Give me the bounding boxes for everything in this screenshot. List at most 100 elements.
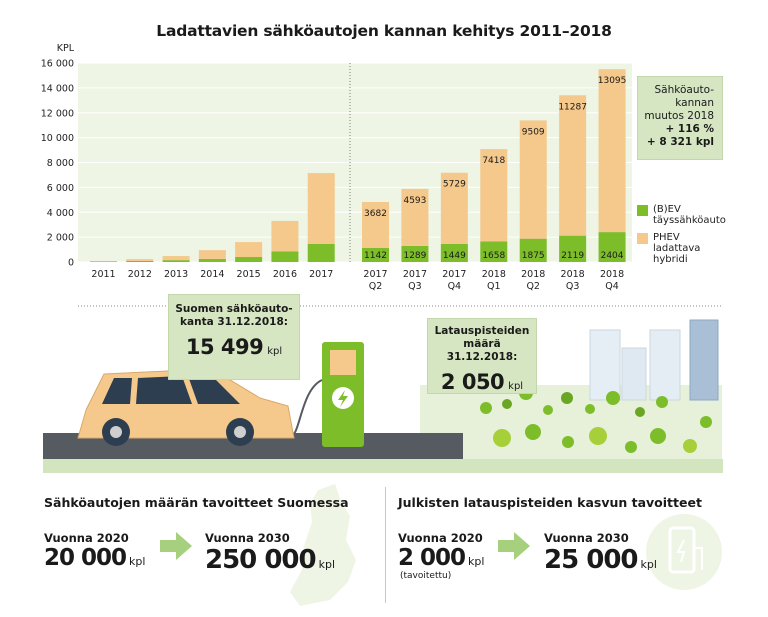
bar-phev xyxy=(271,220,299,252)
charging-points-callout: Latauspisteiden määrä 31.12.2018: 2 050 k… xyxy=(427,318,537,394)
charging-targets-title: Julkisten latauspisteiden kasvun tavoitt… xyxy=(398,495,702,510)
bar-bev xyxy=(162,260,190,262)
data-label-bev: 1289 xyxy=(403,251,426,261)
car-stock-label: Suomen sähköauto- kanta 31.12.2018: xyxy=(175,303,293,328)
x-tick-label: Q4 xyxy=(448,281,462,292)
car-stock-callout: Suomen sähköauto- kanta 31.12.2018: 15 4… xyxy=(168,294,300,380)
car-target-2030-number: 250 000 kpl xyxy=(205,545,335,575)
x-tick-label: 2011 xyxy=(91,269,115,280)
legend-label-phev: PHEV ladattava hybridi xyxy=(653,232,701,265)
bar-phev xyxy=(440,172,468,244)
charging-target-2020-note: (tavoitettu) xyxy=(400,571,452,581)
charging-target-2020-label: Vuonna 2020 xyxy=(398,531,483,545)
bar-phev xyxy=(126,259,154,262)
building-1 xyxy=(589,329,621,401)
bar-phev xyxy=(307,173,335,244)
bar-phev xyxy=(198,250,226,259)
x-tick-label: 2018 xyxy=(482,269,506,280)
data-label-phev: 5729 xyxy=(443,180,466,190)
charging-target-2030-value: 25 000 xyxy=(544,545,639,575)
change-2018-callout: Sähköauto- kannan muutos 2018 + 116 % + … xyxy=(637,76,723,160)
charging-target-2030-label: Vuonna 2030 xyxy=(544,531,629,545)
data-label-phev: 11287 xyxy=(558,102,587,112)
x-tick-label: 2018 xyxy=(521,269,545,280)
bar-bev xyxy=(307,243,335,262)
legend-swatch-bev xyxy=(637,205,648,216)
bar-bev xyxy=(559,235,587,262)
bar-bev xyxy=(440,243,468,262)
x-tick-label: 2014 xyxy=(200,269,224,280)
building-3 xyxy=(649,329,681,401)
targets-divider xyxy=(385,487,386,603)
data-label-bev: 2404 xyxy=(601,251,624,261)
building-2 xyxy=(621,347,647,401)
y-tick-label: 4 000 xyxy=(47,208,74,219)
bar-bev xyxy=(598,232,626,262)
x-tick-label: 2015 xyxy=(237,269,261,280)
bar-bev xyxy=(198,258,226,262)
bar-phev xyxy=(519,120,547,239)
car-targets-title: Sähköautojen määrän tavoitteet Suomessa xyxy=(44,495,349,510)
x-tick-label: Q2 xyxy=(369,281,383,292)
x-tick-label: Q2 xyxy=(526,281,540,292)
charger-icon xyxy=(646,514,722,590)
scene-illustration xyxy=(43,319,723,473)
grass-strip xyxy=(43,459,723,473)
bar-phev xyxy=(162,256,190,261)
finland-map-illustration xyxy=(290,484,356,606)
charging-target-2030-number: 25 000 kpl xyxy=(544,545,657,575)
x-tick-label: 2016 xyxy=(273,269,297,280)
x-tick-label: 2013 xyxy=(164,269,188,280)
y-tick-label: 6 000 xyxy=(47,183,74,194)
bar-phev xyxy=(559,95,587,236)
charging-target-2020-value: 2 000 xyxy=(398,545,466,571)
building-4 xyxy=(689,319,719,401)
x-tick-label: Q4 xyxy=(605,281,619,292)
charging-target-2020-number: 2 000 kpl xyxy=(398,545,484,571)
bar-phev xyxy=(401,188,429,246)
car-illustration xyxy=(77,368,295,446)
change-2018-title: Sähköauto- kannan muutos 2018 xyxy=(644,84,714,122)
car-target-2020-label: Vuonna 2020 xyxy=(44,531,129,545)
charging-target-2020-unit: kpl xyxy=(468,555,485,568)
car-target-2030-unit: kpl xyxy=(318,558,336,571)
y-tick-label: 10 000 xyxy=(41,133,74,144)
y-axis-label: KPL xyxy=(57,43,75,54)
y-tick-label: 8 000 xyxy=(47,158,74,169)
car-target-2020-unit: kpl xyxy=(129,555,146,568)
data-label-phev: 3682 xyxy=(364,209,387,219)
car-target-2030-value: 250 000 xyxy=(205,545,317,575)
x-tick-label: 2018 xyxy=(561,269,585,280)
legend-swatch-phev xyxy=(637,233,648,244)
charging-points-label: Latauspisteiden määrä 31.12.2018: xyxy=(434,325,530,363)
data-label-bev: 1658 xyxy=(482,251,505,261)
x-tick-label: 2017 xyxy=(309,269,333,280)
y-tick-label: 12 000 xyxy=(41,108,74,119)
bar-bev xyxy=(480,241,508,262)
x-tick-label: 2017 xyxy=(403,269,427,280)
bar-phev xyxy=(598,69,626,233)
bar-bev xyxy=(126,261,154,262)
data-label-phev: 13095 xyxy=(598,76,627,86)
bar-bev xyxy=(401,245,429,262)
data-label-bev: 1449 xyxy=(443,251,466,261)
data-label-phev: 7418 xyxy=(482,156,505,166)
x-tick-label: 2018 xyxy=(600,269,624,280)
bar-phev xyxy=(480,149,508,242)
bar-bev xyxy=(271,251,299,262)
x-tick-label: 2017 xyxy=(363,269,387,280)
change-2018-percent: + 116 % xyxy=(665,123,714,135)
chart-title: Ladattavien sähköautojen kannan kehitys … xyxy=(156,22,612,40)
y-tick-label: 16 000 xyxy=(41,59,74,70)
car-stock-unit: kpl xyxy=(267,346,283,357)
x-tick-label: Q3 xyxy=(566,281,580,292)
data-label-bev: 1875 xyxy=(522,251,545,261)
bar-phev xyxy=(235,242,263,258)
change-2018-count: + 8 321 kpl xyxy=(646,136,714,148)
charging-points-unit: kpl xyxy=(508,381,524,392)
bar-bev xyxy=(235,257,263,262)
charging-station-illustration xyxy=(289,342,364,447)
data-label-bev: 2119 xyxy=(561,251,584,261)
bar-bev xyxy=(519,238,547,262)
